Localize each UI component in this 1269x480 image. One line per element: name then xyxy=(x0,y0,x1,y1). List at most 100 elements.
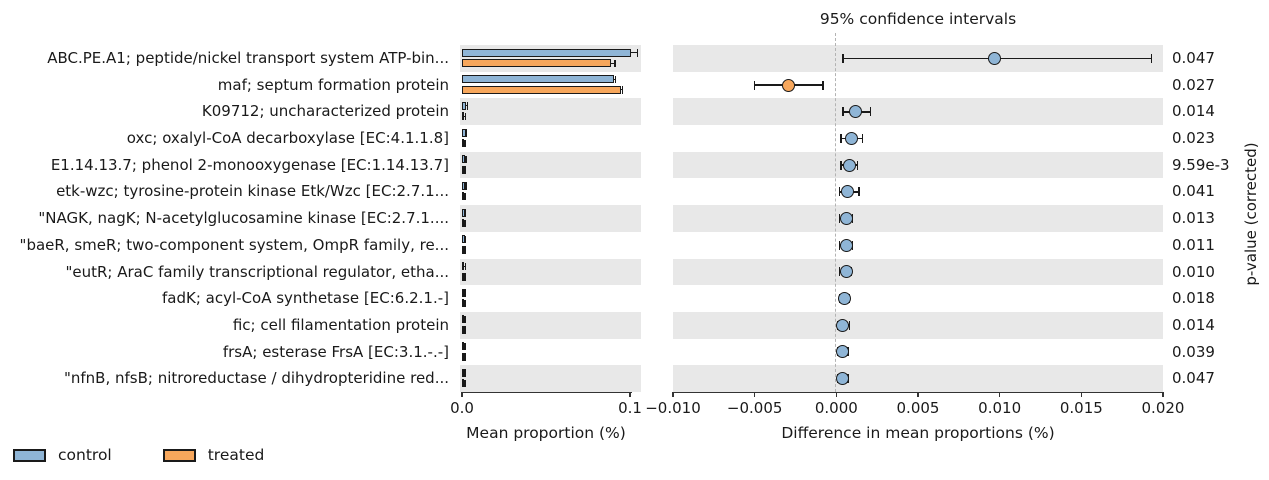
control-error-cap xyxy=(465,182,467,190)
control-bar xyxy=(462,342,465,351)
treated-bar xyxy=(462,272,464,281)
pvalue: 0.013 xyxy=(1172,209,1215,228)
ci-dot xyxy=(836,345,850,359)
control-color-swatch xyxy=(13,448,46,462)
control-error-cap xyxy=(464,369,466,377)
control-error-cap xyxy=(614,75,617,84)
pvalue-column: 0.047 0.027 0.014 0.023 9.59e-3 0.041 0.013 0.0… xyxy=(1172,45,1242,392)
control-error-cap xyxy=(465,129,468,137)
ci-cap-high xyxy=(822,80,825,90)
control-bar xyxy=(462,288,465,297)
treated-error-cap xyxy=(464,219,466,228)
ci-dot xyxy=(838,292,851,306)
right-axis-line xyxy=(673,392,1164,394)
right-axis-tick xyxy=(917,392,919,397)
pvalue: 0.018 xyxy=(1172,289,1215,308)
right-axis-tick-label: 0.020 xyxy=(1141,399,1185,417)
treated-error-cap xyxy=(464,353,466,361)
mean-proportion-row xyxy=(460,151,641,179)
right-axis-tick xyxy=(1162,392,1164,397)
row-label: ABC.PE.A1; peptide/nickel transport syst… xyxy=(47,49,449,67)
treated-bar xyxy=(462,192,464,201)
treated-bar xyxy=(462,379,464,388)
control-error-cap xyxy=(464,342,466,351)
row-label: "eutR; AraC family transcriptional regul… xyxy=(65,262,449,281)
mean-proportion-row xyxy=(460,72,641,99)
ci-cap-low xyxy=(838,187,841,197)
ci-dot xyxy=(849,105,863,119)
row-label: oxc; oxalyl-CoA decarboxylase [EC:4.1.1.… xyxy=(126,129,449,148)
pvalue: 0.041 xyxy=(1172,182,1215,201)
control-bar xyxy=(462,181,466,190)
mean-proportion-panel xyxy=(460,45,641,392)
right-axis-tick-label: 0.005 xyxy=(896,399,940,417)
control-error-cap xyxy=(466,102,469,110)
ci-cap-low xyxy=(838,267,841,277)
control-bar xyxy=(462,48,631,57)
ci-dot xyxy=(782,78,796,92)
treated-error-cap xyxy=(464,112,467,121)
mean-proportion-row xyxy=(460,205,641,232)
treated-error-cap xyxy=(464,246,466,254)
mean-proportion-row xyxy=(460,45,641,72)
mean-proportion-row xyxy=(460,258,641,286)
right-axis-tick-label: 0.015 xyxy=(1059,399,1103,417)
ci-cap-low xyxy=(838,213,841,223)
ci-cap-high xyxy=(851,240,854,250)
right-axis-tick xyxy=(1080,392,1082,397)
ci-cap-low xyxy=(842,53,844,63)
ci-row xyxy=(673,125,1163,152)
mean-proportion-row xyxy=(460,365,641,392)
ci-row xyxy=(673,365,1163,392)
treated-error-cap xyxy=(614,59,616,67)
treated-error-cap xyxy=(464,299,466,308)
pvalue: 0.039 xyxy=(1172,342,1215,361)
pvalue: 0.010 xyxy=(1172,262,1215,281)
ci-cap-high xyxy=(1150,53,1153,63)
ci-dot xyxy=(839,265,853,279)
mean-proportion-row xyxy=(460,178,641,205)
ci-row xyxy=(673,339,1163,366)
ci-row xyxy=(673,98,1163,126)
confidence-interval-panel xyxy=(673,45,1163,392)
ci-row xyxy=(673,45,1163,72)
legend-item-treated: treated xyxy=(162,446,265,464)
ci-row xyxy=(673,205,1163,232)
ci-row xyxy=(673,178,1163,205)
ci-cap-high xyxy=(848,320,851,330)
row-label: maf; septum formation protein xyxy=(217,75,449,94)
treated-bar xyxy=(462,85,621,94)
ci-dot xyxy=(839,211,853,225)
pvalue: 0.027 xyxy=(1172,75,1215,94)
control-bar xyxy=(462,101,467,110)
ci-dot xyxy=(836,318,850,332)
ci-cap-low xyxy=(842,107,844,117)
mean-proportion-row xyxy=(460,125,641,152)
treated-error-cap xyxy=(464,192,466,201)
zero-reference-line xyxy=(835,33,837,392)
treated-bar xyxy=(462,299,464,308)
control-bar xyxy=(462,235,465,244)
legend-label-treated: treated xyxy=(207,446,265,464)
treated-color-swatch xyxy=(162,448,196,462)
pvalue-axis-title: p-value (corrected) xyxy=(1242,142,1260,286)
ci-cap-high xyxy=(856,160,859,170)
ci-row xyxy=(673,285,1163,312)
treated-bar xyxy=(462,112,465,121)
ci-dot xyxy=(841,185,855,199)
control-bar xyxy=(462,315,465,324)
ci-cap-high xyxy=(851,213,854,223)
right-axis-tick xyxy=(835,392,837,397)
treated-error-cap xyxy=(464,326,466,334)
legend: control treated xyxy=(13,446,315,464)
treated-bar xyxy=(462,352,464,361)
right-axis-tick-label: −0.005 xyxy=(726,399,783,417)
control-error-cap xyxy=(464,235,467,244)
row-label: fadK; acyl-CoA synthetase [EC:6.2.1.-] xyxy=(162,289,449,308)
left-axis-tick xyxy=(629,392,631,397)
control-bar xyxy=(462,75,615,84)
ci-row xyxy=(673,311,1163,339)
treated-error-whisker xyxy=(610,62,615,64)
treated-error-cap xyxy=(464,166,466,174)
